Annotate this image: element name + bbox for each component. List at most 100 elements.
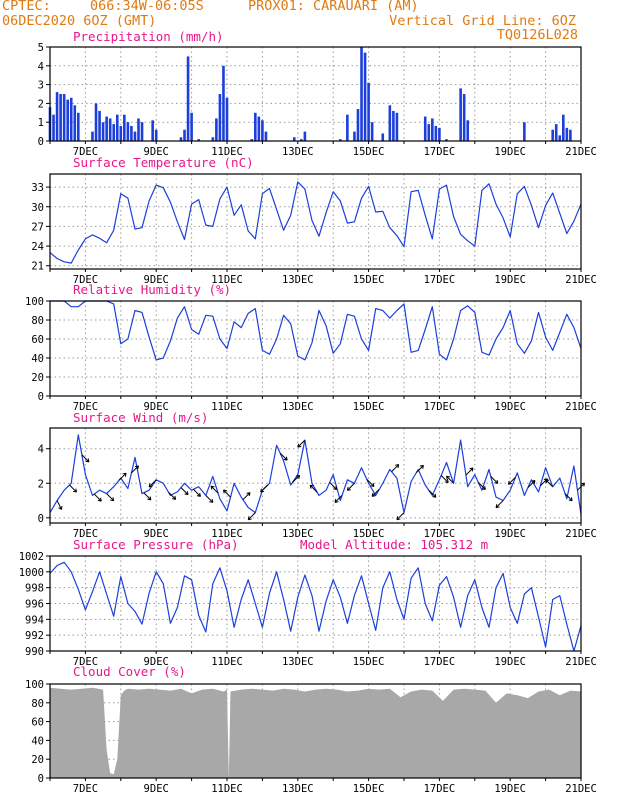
pressure-xtick-label: 9DEC xyxy=(144,656,169,668)
precip-bar xyxy=(197,139,200,141)
precip-bar xyxy=(562,114,565,141)
precipitation-frame xyxy=(49,46,582,142)
humidity-ytick-label: 100 xyxy=(25,296,44,308)
precipitation-xtick-label: 7DEC xyxy=(73,146,98,158)
wind-arrow xyxy=(527,480,536,488)
precip-bar xyxy=(73,105,77,141)
pressure-xtick-label: 17DEC xyxy=(424,656,456,668)
wind-arrow-head xyxy=(209,498,214,503)
wind-arrow-head xyxy=(419,464,424,469)
cloud-cover-xtick-label: 15DEC xyxy=(353,783,385,795)
cloud-cover-ytick-label: 20 xyxy=(31,754,44,766)
pressure-xtick-label: 7DEC xyxy=(73,656,98,668)
panel-precipitation: 0 1 2 3 4 5 7DEC 9DEC 11DEC 13DEC 15DEC 17DEC 19DEC 2… xyxy=(38,29,597,158)
cloud-cover-title: Cloud Cover (%) xyxy=(73,664,186,679)
wind-arrow-head xyxy=(495,504,500,509)
wind-arrow-head xyxy=(134,465,139,470)
precipitation-title: Precipitation (mm/h) xyxy=(73,29,224,44)
temperature-xtick-label: 21DEC xyxy=(565,274,597,286)
precip-bar xyxy=(261,120,264,141)
pressure-ytick-label: 992 xyxy=(25,630,44,642)
humidity-ytick-label: 40 xyxy=(31,353,44,365)
cloud-cover-ytick-label: 0 xyxy=(38,773,44,785)
wind-xtick-label: 11DEC xyxy=(211,528,243,540)
wind-arrow-head xyxy=(247,516,252,521)
wind-arrow-head xyxy=(184,491,189,496)
wind-arrow xyxy=(440,475,449,483)
precip-bar xyxy=(186,56,190,141)
humidity-ytick-label: 20 xyxy=(31,372,44,384)
precip-bar xyxy=(119,125,123,141)
precip-bar xyxy=(392,110,395,141)
wind-arrow xyxy=(329,482,338,490)
humidity-xtick-label: 15DEC xyxy=(353,401,385,413)
wind-arrow-head xyxy=(122,472,127,477)
precip-bar xyxy=(356,109,360,141)
precip-bar xyxy=(66,99,69,141)
precip-bar xyxy=(211,137,215,141)
precip-bar xyxy=(445,139,448,141)
temperature-xtick-label: 7DEC xyxy=(73,274,98,286)
cloud-cover-xtick-label: 13DEC xyxy=(282,783,314,795)
temperature-xtick-label: 11DEC xyxy=(211,274,243,286)
cloud-cover-xtick-label: 19DEC xyxy=(494,783,526,795)
cloud-cover-area xyxy=(50,687,581,778)
wind-arrow-head xyxy=(494,479,499,484)
wind-arrow xyxy=(180,487,189,496)
header: CPTEC: 066:34W-06:05S PROX01: CARAUARI (… xyxy=(0,0,618,46)
precip-bar xyxy=(52,114,55,141)
precipitation-ytick-label: 1 xyxy=(38,117,44,129)
wind-arrow-head xyxy=(309,484,314,489)
precip-bar xyxy=(94,103,98,141)
wind-arrow xyxy=(564,493,573,502)
wind-arrow xyxy=(366,479,375,487)
wind-arrow-head xyxy=(246,492,251,497)
temperature-ytick-label: 27 xyxy=(31,221,44,233)
cloud-cover-xtick-label: 7DEC xyxy=(73,783,98,795)
temperature-xtick-label: 19DEC xyxy=(494,274,526,286)
wind-arrow-head xyxy=(507,480,512,485)
panel-temperature: 21 24 27 30 33 7DEC 9DEC 11DEC 13DEC 15DEC 17DEC 19… xyxy=(31,155,596,286)
precip-bar xyxy=(558,135,562,141)
temperature-ytick-label: 24 xyxy=(31,241,44,253)
precip-bar xyxy=(62,94,66,141)
temperature-ytick-label: 33 xyxy=(31,182,44,194)
wind-arrow xyxy=(391,464,400,472)
pressure-xtick-label: 13DEC xyxy=(282,656,314,668)
humidity-xtick-label: 9DEC xyxy=(144,401,169,413)
precip-bar xyxy=(154,129,158,141)
pressure-xtick-label: 15DEC xyxy=(353,656,385,668)
header-model-code: TQ0126L028 xyxy=(496,27,578,43)
wind-arrow xyxy=(446,475,454,484)
pressure-annotation: Model Altitude: 105.312 m xyxy=(300,537,488,552)
wind-xtick-label: 19DEC xyxy=(494,528,526,540)
precip-bar xyxy=(466,120,470,141)
pressure-xtick-label: 21DEC xyxy=(565,656,597,668)
temperature-line xyxy=(49,181,582,264)
precip-bar xyxy=(77,112,80,141)
pressure-xtick-label: 19DEC xyxy=(494,656,526,668)
humidity-frame xyxy=(49,300,582,397)
wind-ytick-label: 4 xyxy=(38,444,44,456)
wind-arrow-head xyxy=(371,492,376,497)
precip-bar xyxy=(523,122,526,141)
precip-bar xyxy=(183,129,186,141)
precip-bar xyxy=(381,133,385,141)
pressure-ytick-label: 990 xyxy=(25,646,44,658)
wind-arrow-head xyxy=(296,474,301,479)
wind-arrow xyxy=(347,482,355,491)
wind-arrow xyxy=(81,454,90,463)
wind-arrow-head xyxy=(148,483,153,488)
wind-arrow-head xyxy=(222,489,227,494)
header-station: PROX01: CARAUARI (AM) xyxy=(248,0,419,14)
precip-bar xyxy=(551,129,554,141)
precip-bar xyxy=(303,131,307,141)
precipitation-ytick-label: 5 xyxy=(38,42,44,54)
cloud-cover-frame xyxy=(49,683,582,779)
wind-arrow xyxy=(465,467,474,476)
wind-arrow xyxy=(396,512,405,521)
precip-bar xyxy=(218,94,222,141)
precip-bar xyxy=(459,88,462,141)
precip-bar xyxy=(123,114,126,141)
